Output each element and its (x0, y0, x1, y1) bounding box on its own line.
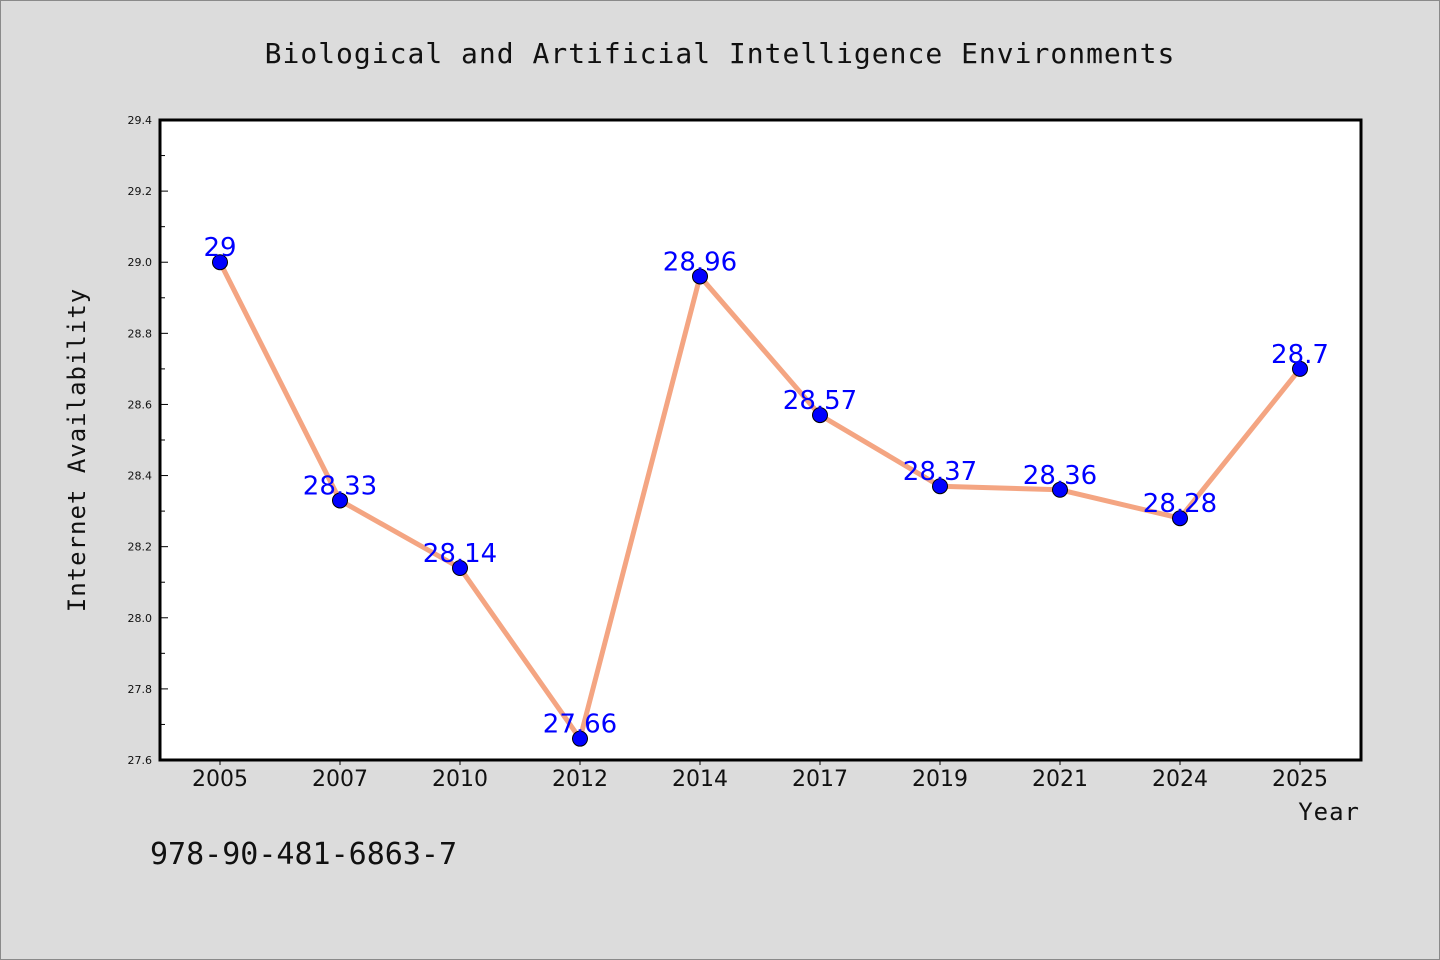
x-tick-label: 2012 (552, 767, 608, 792)
y-tick-label: 28.8 (128, 327, 153, 340)
x-tick-label: 2014 (672, 767, 728, 792)
data-label: 28.7 (1271, 340, 1329, 370)
data-label: 28.96 (663, 247, 737, 277)
x-tick-label: 2025 (1272, 767, 1328, 792)
y-tick-label: 27.8 (128, 683, 153, 696)
data-label: 28.14 (423, 539, 497, 569)
x-tick-label: 2017 (792, 767, 848, 792)
data-point (1052, 481, 1068, 498)
y-tick-label: 29.0 (128, 256, 153, 269)
x-tick-label: 2007 (312, 767, 368, 792)
x-tick-label: 2024 (1152, 767, 1208, 792)
x-axis-label: Year (1298, 798, 1360, 826)
data-label: 27.66 (543, 710, 617, 740)
chart-title: Biological and Artificial Intelligence E… (265, 37, 1176, 70)
series-group (212, 254, 1308, 747)
y-tick-label: 28.0 (128, 612, 153, 625)
x-tick-label: 2021 (1032, 767, 1088, 792)
data-label: 28.36 (1023, 461, 1097, 491)
data-label: 28.28 (1143, 489, 1217, 519)
x-axis-ticks: 2005 2007 2010 2012 2014 2017 2019 2021 2024 2025 (192, 760, 1328, 792)
data-point (932, 478, 948, 495)
data-labels-group: 29 28.33 28.14 27.66 28.96 28.57 28.37 28.36 28.… (203, 233, 1328, 739)
isbn-annotation: 978-90-481-6863-7 (150, 837, 457, 872)
y-axis-label: Internet Availability (63, 288, 91, 612)
data-label: 28.37 (903, 457, 977, 487)
y-tick-label: 27.6 (128, 754, 153, 767)
x-tick-label: 2010 (432, 767, 488, 792)
data-label: 28.57 (783, 386, 857, 416)
data-point (692, 268, 708, 285)
data-point (1292, 360, 1308, 377)
data-label: 29 (203, 233, 236, 263)
data-point (452, 560, 468, 576)
y-tick-label: 28.2 (128, 541, 153, 554)
data-point (332, 492, 348, 509)
data-point (812, 407, 828, 424)
y-tick-label: 28.6 (128, 398, 153, 411)
data-point (212, 254, 228, 271)
y-tick-label: 28.4 (128, 470, 153, 483)
x-tick-label: 2019 (912, 767, 968, 792)
y-tick-label: 29.2 (128, 185, 153, 198)
data-point (572, 730, 588, 747)
plot-area (158, 118, 1363, 762)
data-point (1172, 510, 1188, 527)
y-axis-ticks: 27.6 27.8 28.0 28.2 28.4 28.6 28.8 29.0 29.2 29.4 (128, 114, 168, 767)
series-line (217, 259, 1303, 742)
data-label: 28.33 (303, 471, 377, 501)
y-tick-label: 29.4 (128, 114, 153, 127)
x-tick-label: 2005 (192, 767, 248, 792)
